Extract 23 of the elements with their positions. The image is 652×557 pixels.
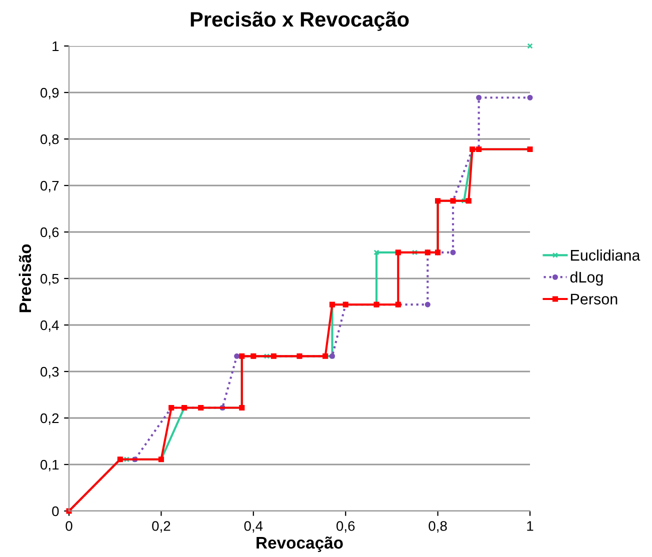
y-tick-label: 0,3 — [40, 366, 59, 378]
y-tick-label: 0 — [52, 506, 59, 516]
y-tick-label: 1 — [52, 41, 59, 52]
x-tick-label: 0,2 — [152, 521, 170, 533]
y-tick-label: 0,2 — [40, 413, 59, 425]
x-tick-label: 0,6 — [336, 521, 355, 533]
y-tick-label: 0,4 — [40, 320, 59, 332]
legend-label: Person — [570, 294, 618, 304]
y-tick-label: 0,7 — [40, 180, 59, 192]
x-tick-label: 0 — [66, 521, 72, 531]
y-tick-label: 0,6 — [40, 227, 59, 239]
x-axis-title: Revocação — [256, 536, 343, 552]
legend-label: dLog — [570, 271, 603, 286]
y-tick-label: 0,9 — [40, 88, 59, 100]
y-axis-title: Precisão — [18, 244, 32, 312]
legend-label: Euclidiana — [570, 250, 640, 261]
y-tick-label: 0,8 — [40, 134, 59, 146]
x-tick-label: 1 — [527, 521, 534, 531]
chart-title: Precisão x Revocação — [190, 11, 409, 31]
x-tick-label: 0,4 — [244, 521, 263, 533]
x-tick-label: 0,8 — [428, 521, 447, 533]
y-tick-label: 0,5 — [40, 274, 59, 286]
y-tick-label: 0,1 — [40, 460, 59, 472]
